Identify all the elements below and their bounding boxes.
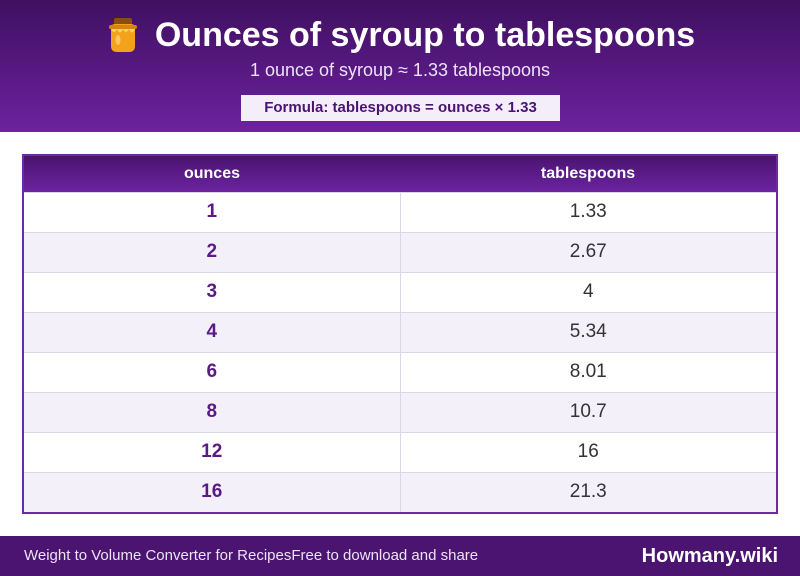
ounces-cell: 12 xyxy=(24,431,401,472)
conversion-table: ounces tablespoons 1 1.33 2 2.67 3 4 4 5… xyxy=(22,154,778,514)
header-banner: Ounces of syroup to tablespoons 1 ounce … xyxy=(0,0,800,132)
ounces-cell: 1 xyxy=(24,191,401,232)
tablespoons-cell: 8.01 xyxy=(400,351,776,392)
table-row: 8 10.7 xyxy=(24,391,776,432)
footer-bar: Weight to Volume Converter for RecipesFr… xyxy=(0,536,800,576)
table-row: 1 1.33 xyxy=(24,191,776,232)
column-header-ounces: ounces xyxy=(183,164,240,182)
brand-logo-text[interactable]: Howmany.wiki xyxy=(641,545,778,567)
ounces-cell: 6 xyxy=(24,351,401,392)
tablespoons-cell: 4 xyxy=(400,271,776,312)
tablespoons-cell: 16 xyxy=(400,431,776,472)
footer-share-text: Free to download and share xyxy=(291,547,479,564)
honey-pot-icon xyxy=(105,16,141,54)
title-row: Ounces of syroup to tablespoons xyxy=(0,13,800,57)
table-row: 2 2.67 xyxy=(24,231,776,272)
table-row: 4 5.34 xyxy=(24,311,776,352)
tablespoons-cell: 5.34 xyxy=(400,311,776,352)
table-header-row: ounces tablespoons xyxy=(24,156,776,192)
ounces-cell: 3 xyxy=(24,271,401,312)
ounces-cell: 16 xyxy=(24,471,401,512)
ounces-cell: 2 xyxy=(24,231,401,272)
tablespoons-cell: 1.33 xyxy=(400,191,776,232)
table-row: 16 21.3 xyxy=(24,471,776,512)
ounces-cell: 4 xyxy=(24,311,401,352)
ounces-cell: 8 xyxy=(24,391,401,432)
page-title: Ounces of syroup to tablespoons xyxy=(154,16,696,54)
footer-converter-link[interactable]: Weight to Volume Converter for Recipes xyxy=(24,547,292,564)
footer-text: Weight to Volume Converter for RecipesFr… xyxy=(24,536,478,576)
tablespoons-cell: 2.67 xyxy=(400,231,776,272)
column-header-tablespoons: tablespoons xyxy=(540,164,636,182)
tablespoons-cell: 10.7 xyxy=(400,391,776,432)
table-row: 3 4 xyxy=(24,271,776,312)
table-row: 12 16 xyxy=(24,431,776,472)
formula-badge: Formula: tablespoons = ounces × 1.33 xyxy=(241,95,560,121)
tablespoons-cell: 21.3 xyxy=(400,471,776,512)
table-row: 6 8.01 xyxy=(24,351,776,392)
conversion-subtitle: 1 ounce of syroup ≈ 1.33 tablespoons xyxy=(249,60,551,80)
